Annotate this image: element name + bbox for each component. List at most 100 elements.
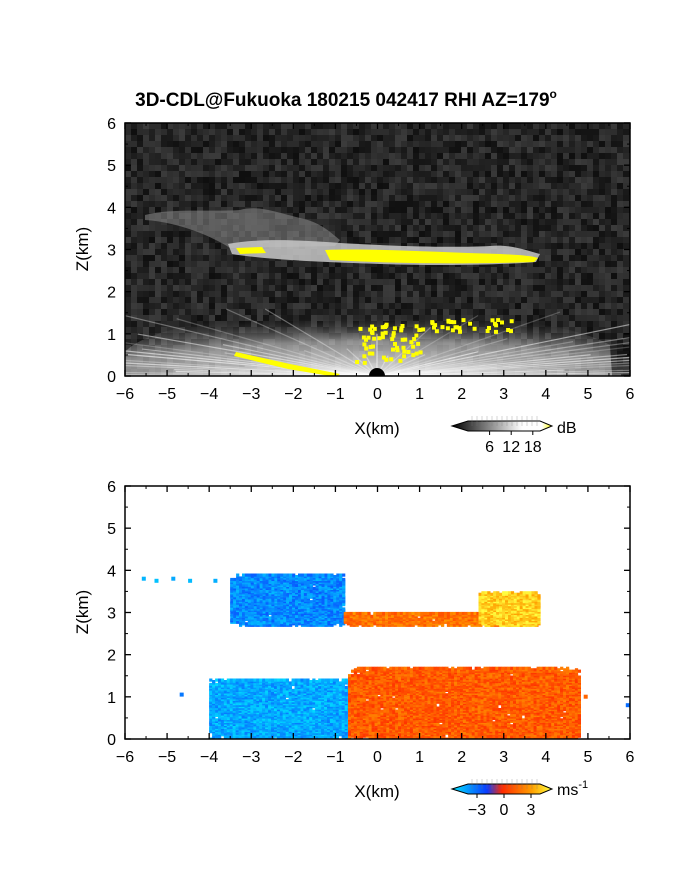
- noise-cell: [485, 147, 491, 153]
- noise-cell: [329, 201, 335, 207]
- noise-cell: [191, 267, 197, 273]
- noise-cell: [539, 183, 545, 189]
- noise-cell: [611, 177, 617, 183]
- noise-cell: [239, 189, 245, 195]
- noise-cell: [395, 207, 401, 213]
- peak-cell: [393, 342, 397, 346]
- noise-cell: [305, 279, 311, 285]
- noise-cell: [581, 183, 587, 189]
- noise-cell: [551, 315, 557, 321]
- noise-cell: [509, 273, 515, 279]
- noise-cell: [413, 165, 419, 171]
- noise-cell: [299, 129, 305, 135]
- noise-cell: [563, 165, 569, 171]
- noise-cell: [281, 165, 287, 171]
- noise-cell: [203, 135, 209, 141]
- noise-cell: [125, 333, 131, 339]
- noise-cell: [131, 225, 137, 231]
- noise-cell: [221, 135, 227, 141]
- colorbar-tick-label: 6: [485, 439, 494, 456]
- noise-cell: [227, 267, 233, 273]
- noise-cell: [599, 279, 605, 285]
- noise-cell: [587, 297, 593, 303]
- noise-cell: [509, 177, 515, 183]
- noise-cell: [377, 267, 383, 273]
- velocity-cell: [283, 573, 287, 577]
- noise-cell: [335, 147, 341, 153]
- noise-cell: [311, 141, 317, 147]
- noise-cell: [533, 207, 539, 213]
- noise-cell: [227, 309, 233, 315]
- noise-cell: [617, 285, 623, 291]
- noise-cell: [371, 207, 377, 213]
- noise-cell: [599, 123, 605, 129]
- noise-cell: [593, 201, 599, 207]
- noise-cell: [473, 297, 479, 303]
- noise-cell: [437, 207, 443, 213]
- noise-cell: [491, 291, 497, 297]
- noise-cell: [257, 255, 263, 261]
- noise-cell: [125, 267, 131, 273]
- noise-cell: [125, 285, 131, 291]
- noise-cell: [425, 279, 431, 285]
- noise-cell: [545, 129, 551, 135]
- noise-cell: [515, 207, 521, 213]
- noise-cell: [581, 189, 587, 195]
- noise-cell: [299, 189, 305, 195]
- noise-cell: [569, 135, 575, 141]
- noise-cell: [161, 321, 167, 327]
- noise-cell: [125, 243, 131, 249]
- noise-cell: [497, 153, 503, 159]
- noise-cell: [203, 315, 209, 321]
- noise-cell: [353, 165, 359, 171]
- noise-cell: [395, 213, 401, 219]
- noise-cell: [569, 231, 575, 237]
- noise-cell: [581, 315, 587, 321]
- noise-cell: [251, 255, 257, 261]
- noise-cell: [263, 273, 269, 279]
- noise-cell: [593, 315, 599, 321]
- noise-cell: [527, 243, 533, 249]
- noise-cell: [503, 279, 509, 285]
- noise-cell: [377, 123, 383, 129]
- noise-cell: [425, 273, 431, 279]
- noise-cell: [497, 309, 503, 315]
- velocity-cell: [236, 573, 240, 577]
- noise-cell: [131, 129, 137, 135]
- noise-cell: [143, 141, 149, 147]
- noise-cell: [257, 147, 263, 153]
- noise-cell: [431, 291, 437, 297]
- noise-cell: [191, 321, 197, 327]
- velocity-cell: [236, 620, 240, 624]
- noise-cell: [497, 303, 503, 309]
- velocity-cell: [315, 611, 319, 616]
- noise-cell: [593, 255, 599, 261]
- noise-cell: [467, 165, 473, 171]
- noise-cell: [431, 225, 437, 231]
- noise-cell: [461, 177, 467, 183]
- noise-cell: [593, 177, 599, 183]
- noise-cell: [179, 303, 185, 309]
- noise-cell: [587, 213, 593, 219]
- noise-cell: [155, 291, 161, 297]
- noise-cell: [617, 243, 623, 249]
- noise-cell: [563, 237, 569, 243]
- noise-cell: [365, 309, 371, 315]
- noise-cell: [599, 219, 605, 225]
- noise-cell: [479, 315, 485, 321]
- noise-cell: [233, 303, 239, 309]
- noise-cell: [557, 213, 563, 219]
- noise-cell: [533, 291, 539, 297]
- noise-cell: [365, 201, 371, 207]
- noise-cell: [497, 183, 503, 189]
- noise-cell: [317, 273, 323, 279]
- noise-cell: [515, 261, 521, 267]
- noise-cell: [485, 237, 491, 243]
- noise-cell: [305, 195, 311, 201]
- noise-cell: [239, 303, 245, 309]
- noise-cell: [125, 195, 131, 201]
- noise-cell: [473, 177, 479, 183]
- noise-cell: [221, 285, 227, 291]
- noise-cell: [605, 303, 611, 309]
